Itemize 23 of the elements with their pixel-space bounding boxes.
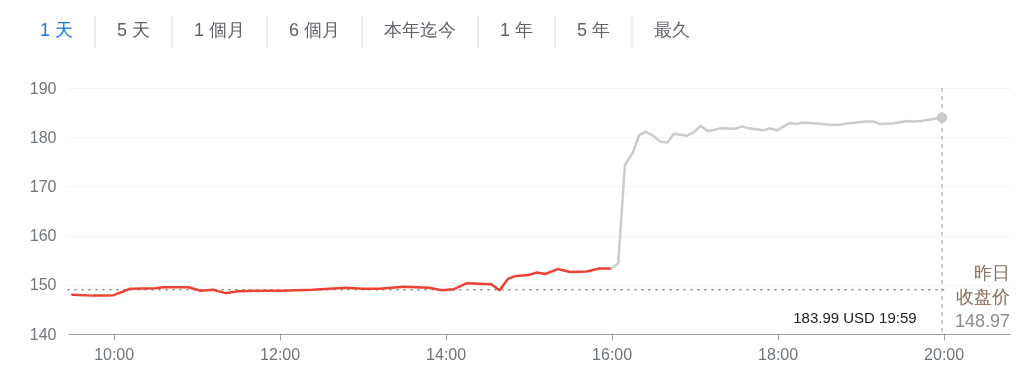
text: 6 個月 [289,20,341,40]
text: 1 天 [40,20,74,40]
x-tick-label: 14:00 [426,345,467,363]
text: 5 年 [577,20,611,40]
line-series [70,267,613,297]
x-tick-label: 10:00 [94,345,135,363]
y-tick-label: 180 [29,128,57,146]
y-tick-label: 190 [29,79,57,97]
x-tick-label: 16:00 [592,345,633,363]
text: 1 年 [500,20,534,40]
y-tick-label: 140 [29,325,57,343]
text: 最久 [654,20,690,40]
x-tick-label: 18:00 [758,345,799,363]
y-tick-label: 170 [29,177,57,195]
x-tick-label: 12:00 [260,345,301,363]
y-tick-label: 150 [29,276,57,294]
annotation: 183.99 USD 19:59 [793,309,917,326]
text: 5 天 [117,20,151,40]
y-tick-label: 160 [29,227,57,245]
text: 1 個月 [194,20,246,40]
ref-line-label: 昨日收盘价 148.97 [954,262,1010,331]
x-tick-label: 20:00 [924,345,965,363]
text: 本年迄今 [384,20,456,40]
